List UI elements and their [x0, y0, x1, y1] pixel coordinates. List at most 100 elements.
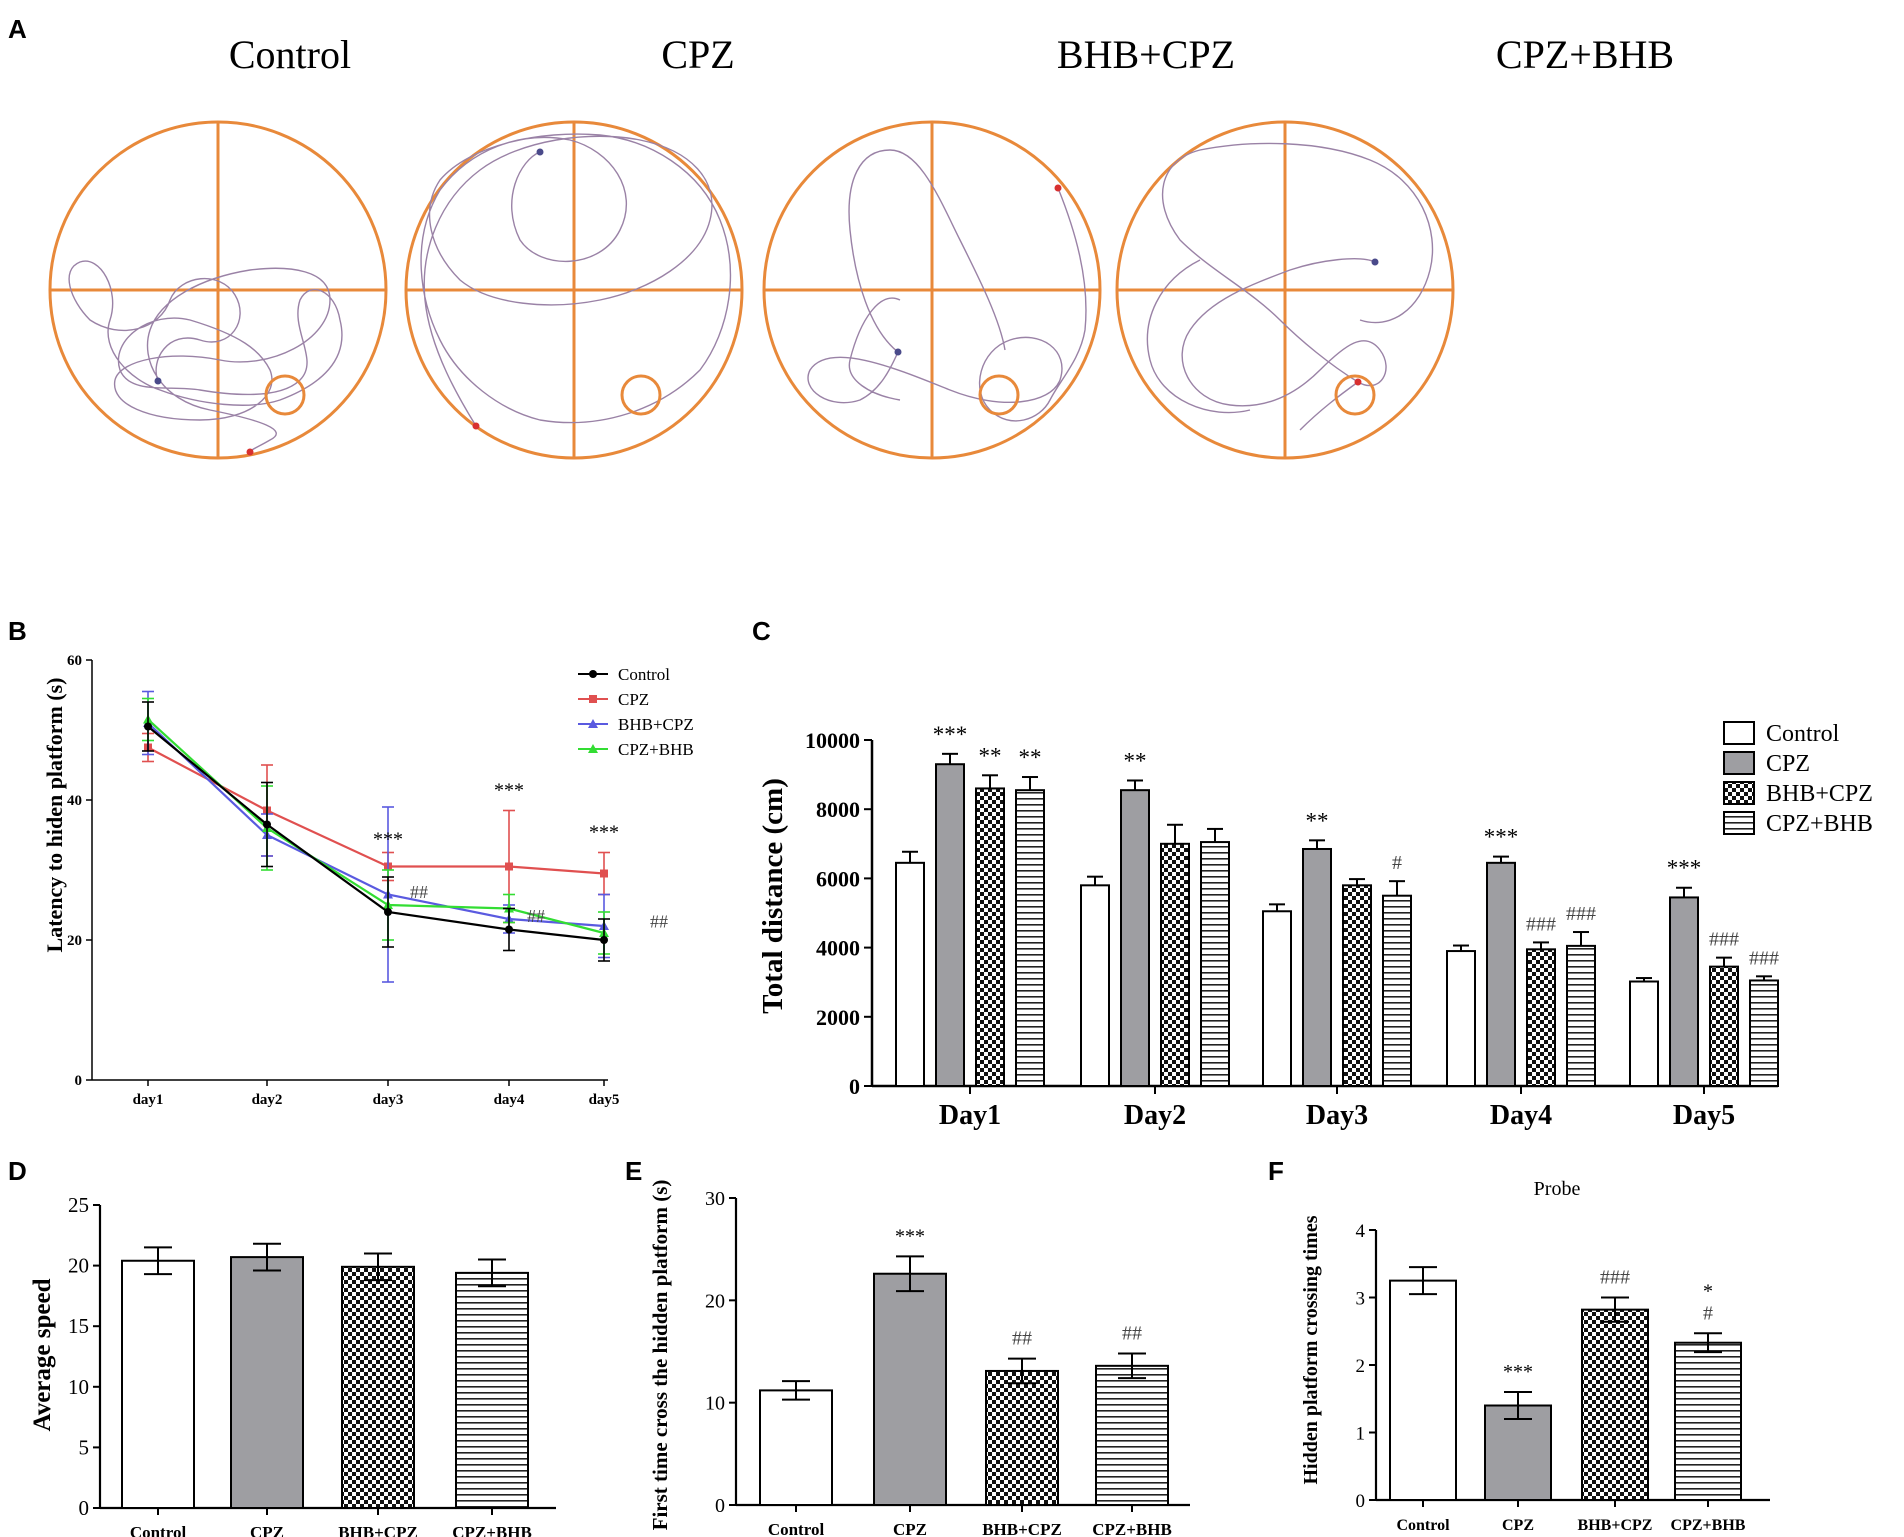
- c-bar: [1629, 980, 1659, 1087]
- e-y-tick-label: 10: [705, 1393, 725, 1415]
- panel-a-pools: [48, 120, 1455, 460]
- b-legend-item: CPZ+BHB: [578, 740, 694, 759]
- d-y-axis-label: Average speed: [29, 1278, 56, 1431]
- pool-title-control: Control: [229, 32, 351, 77]
- e-significance-hash: ##: [1012, 1328, 1032, 1350]
- f-significance-hash: #: [1703, 1302, 1713, 1324]
- c-legend-label: CPZ: [1766, 751, 1810, 777]
- b-series-line: [147, 722, 605, 928]
- c-bar: [1446, 950, 1476, 1087]
- f-y-tick-label: 2: [1356, 1356, 1366, 1377]
- c-significance-star: **: [1019, 745, 1042, 770]
- c-legend-swatch: [1723, 721, 1755, 745]
- e-significance-star: ***: [895, 1225, 925, 1247]
- start-dot-icon: [1371, 258, 1379, 266]
- c-legend-item: Control: [1723, 721, 1840, 747]
- platform-circle: [620, 374, 662, 416]
- f-significance-star: ***: [1503, 1361, 1533, 1383]
- b-point: [144, 722, 152, 731]
- panel-label-e: E: [625, 1156, 642, 1186]
- b-point: [505, 925, 513, 934]
- e-x-tick-label: Control: [768, 1520, 825, 1537]
- c-legend-item: CPZ+BHB: [1723, 811, 1873, 837]
- d-bar: [121, 1259, 195, 1509]
- b-significance-hash: ##: [527, 906, 545, 926]
- d-bar: [341, 1265, 415, 1510]
- swim-path: [807, 149, 1087, 422]
- b-series-line: [147, 718, 605, 935]
- pool-title-cpz: CPZ: [661, 32, 734, 77]
- d-bar: [230, 1256, 304, 1509]
- c-significance-star: ***: [1667, 856, 1702, 881]
- d-y-tick-label: 15: [68, 1314, 89, 1338]
- b-legend-item: BHB+CPZ: [578, 715, 694, 734]
- c-x-tick-label: Day5: [1673, 1100, 1735, 1131]
- panel-label-a: A: [8, 14, 27, 44]
- c-legend-swatch: [1723, 781, 1755, 805]
- b-x-tick-label: day3: [373, 1092, 404, 1108]
- f-y-tick-label: 3: [1356, 1289, 1366, 1310]
- b-y-tick-label: 20: [67, 933, 82, 949]
- pool-title-cpz-bhb: CPZ+BHB: [1496, 32, 1674, 77]
- b-legend-marker: [588, 744, 598, 753]
- b-significance-hash: ##: [650, 911, 668, 931]
- d-x-tick-label: CPZ: [250, 1523, 284, 1537]
- d-y-tick-label: 10: [68, 1375, 89, 1399]
- c-bar: [1120, 789, 1150, 1087]
- b-legend-marker: [589, 695, 597, 703]
- e-bar: [759, 1389, 833, 1507]
- panel-label-c: C: [752, 616, 771, 646]
- f-x-tick-label: CPZ+BHB: [1671, 1517, 1746, 1534]
- c-x-tick-label: Day1: [939, 1100, 1001, 1131]
- b-legend-marker: [588, 719, 598, 728]
- b-x-tick-label: day2: [252, 1092, 283, 1108]
- c-legend-item: BHB+CPZ: [1723, 781, 1873, 807]
- c-legend-label: CPZ+BHB: [1766, 811, 1873, 837]
- f-y-tick-label: 4: [1356, 1221, 1366, 1242]
- f-bar: [1581, 1308, 1649, 1502]
- f-x-tick-label: CPZ: [1502, 1517, 1534, 1534]
- swim-path: [68, 260, 343, 453]
- end-dot-icon: [1054, 184, 1062, 192]
- c-significance-star: **: [979, 743, 1002, 768]
- end-dot-icon: [1354, 378, 1362, 386]
- platform-circle: [264, 374, 306, 416]
- d-x-tick-label: Control: [130, 1523, 187, 1537]
- c-legend-item: CPZ: [1723, 751, 1810, 777]
- b-significance-hash: ##: [410, 882, 428, 902]
- c-y-tick-label: 4000: [816, 936, 860, 961]
- b-legend-marker: [589, 670, 597, 678]
- f-significance-hash: ###: [1600, 1267, 1630, 1289]
- e-bar: [1095, 1364, 1169, 1506]
- c-legend-swatch: [1723, 751, 1755, 775]
- c-bar: [1382, 894, 1412, 1088]
- c-bar: [1342, 884, 1372, 1087]
- f-x-tick-label: Control: [1396, 1517, 1450, 1534]
- b-point: [600, 936, 608, 944]
- c-y-tick-label: 6000: [816, 866, 860, 891]
- c-significance-hash: ###: [1526, 913, 1556, 935]
- c-bar: [1749, 979, 1779, 1087]
- f-y-tick-label: 0: [1356, 1491, 1366, 1512]
- c-y-tick-label: 10000: [805, 728, 860, 753]
- b-series-line: [147, 746, 605, 875]
- b-legend-label: CPZ+BHB: [618, 740, 694, 759]
- f-y-axis-label: Hidden platform crossing times: [1300, 1215, 1322, 1484]
- b-y-tick-label: 40: [67, 793, 82, 809]
- c-y-tick-label: 2000: [816, 1005, 860, 1030]
- b-legend-label: CPZ: [618, 690, 649, 709]
- d-x-tick-label: CPZ+BHB: [452, 1523, 532, 1537]
- c-bar: [1709, 965, 1739, 1088]
- f-y-tick-label: 1: [1356, 1424, 1366, 1445]
- swim-path: [1146, 142, 1434, 431]
- c-legend-label: Control: [1766, 721, 1840, 747]
- c-bar: [1160, 842, 1190, 1087]
- b-significance-star: ***: [589, 822, 619, 844]
- e-y-tick-label: 0: [715, 1495, 725, 1517]
- e-x-tick-label: BHB+CPZ: [982, 1520, 1062, 1537]
- c-significance-hash: ###: [1709, 929, 1739, 951]
- b-y-axis-label: Latency to hiden platform (s): [42, 678, 67, 953]
- start-dot-icon: [154, 377, 162, 385]
- c-y-tick-label: 8000: [816, 797, 860, 822]
